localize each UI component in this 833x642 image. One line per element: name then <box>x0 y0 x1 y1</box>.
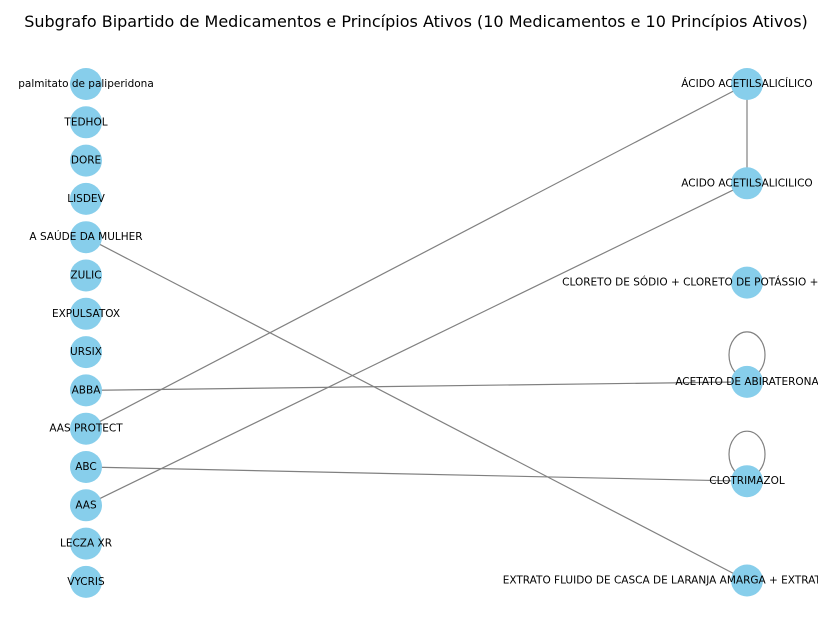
node-acido-acetilsalicilico <box>731 68 763 100</box>
edge-aas-protect-to-acido-acetilsalicilico <box>85 83 748 430</box>
node-label-aas-protect: AAS PROTECT <box>49 423 123 435</box>
node-label-aas: AAS <box>75 499 97 511</box>
node-label-dore: DORE <box>71 155 101 167</box>
node-ursix <box>70 336 102 369</box>
node-expulsatox <box>70 297 102 330</box>
graph-title: Subgrafo Bipartido de Medicamentos e Pri… <box>24 12 808 31</box>
edge-a-saude-da-mulher-to-extrato-fluido-de-casca-de-laranja-amarga-extrato-fluido-de-passiflora-alata <box>85 236 748 582</box>
edge-aas-to-acido-acetilsalicilico <box>85 182 748 506</box>
node-abba <box>70 374 102 407</box>
node-label-cloreto-de-sodio-cloreto-de-potassio-cloreto-de-calcio: CLORETO DE SÓDIO + CLORETO DE POTÁSSIO +… <box>562 276 833 289</box>
edge-abc-to-clotrimazol <box>85 466 748 482</box>
node-label-abba: ABBA <box>72 384 102 396</box>
node-label-palmitato-de-paliperidona: palmitato de paliperidona <box>18 78 154 90</box>
node-vycris <box>70 565 102 598</box>
node-label-acido-acetilsalicilico: ACIDO ACETILSALICILICO <box>681 177 812 189</box>
node-label-lecza-xr: LECZA XR <box>60 538 112 550</box>
node-layer <box>70 68 763 598</box>
edge-abba-to-acetato-de-abiraterona <box>85 381 748 391</box>
node-label-acetato-de-abiraterona: ACETATO DE ABIRATERONA <box>675 376 819 388</box>
node-cloreto-de-sodio-cloreto-de-potassio-cloreto-de-calcio <box>731 266 763 299</box>
node-a-saude-da-mulher <box>70 221 102 254</box>
node-label-lisdev: LISDEV <box>67 193 105 205</box>
node-label-tedhol: TEDHOL <box>63 116 107 128</box>
node-aas <box>70 489 102 522</box>
node-lisdev <box>70 182 102 215</box>
node-lecza-xr <box>70 527 102 560</box>
node-label-acido-acetilsalicilico: ÁCIDO ACETILSALICÍLICO <box>681 77 812 90</box>
node-label-clotrimazol: CLOTRIMAZOL <box>709 475 785 487</box>
node-acido-acetilsalicilico <box>731 167 763 200</box>
node-label-ursix: URSIX <box>70 346 102 358</box>
node-zulic <box>70 259 102 292</box>
node-label-vycris: VYCRIS <box>67 576 105 588</box>
label-layer: palmitato de paliperidona TEDHOL DORE LISDE… <box>18 77 833 588</box>
node-extrato-fluido-de-casca-de-laranja-amarga-extrato-fluido-de-passiflora-alata <box>731 564 763 597</box>
node-clotrimazol <box>731 465 763 498</box>
node-label-abc: ABC <box>75 461 97 473</box>
node-palmitato-de-paliperidona <box>70 68 102 100</box>
node-label-expulsatox: EXPULSATOX <box>52 308 120 320</box>
node-tedhol <box>70 106 102 139</box>
node-label-a-saude-da-mulher: A SAÚDE DA MULHER <box>29 230 142 243</box>
node-dore <box>70 144 102 177</box>
node-label-extrato-fluido-de-casca-de-laranja-amarga-extrato-fluido-de-passiflora-alata: EXTRATO FLUIDO DE CASCA DE LARANJA AMARG… <box>503 575 833 587</box>
node-acetato-de-abiraterona <box>731 365 763 398</box>
node-aas-protect <box>70 412 102 445</box>
node-abc <box>70 451 102 483</box>
node-label-zulic: ZULIC <box>70 270 101 282</box>
edge-layer <box>85 83 766 582</box>
plot-area: palmitato de paliperidona TEDHOL DORE LISDE… <box>18 68 833 598</box>
